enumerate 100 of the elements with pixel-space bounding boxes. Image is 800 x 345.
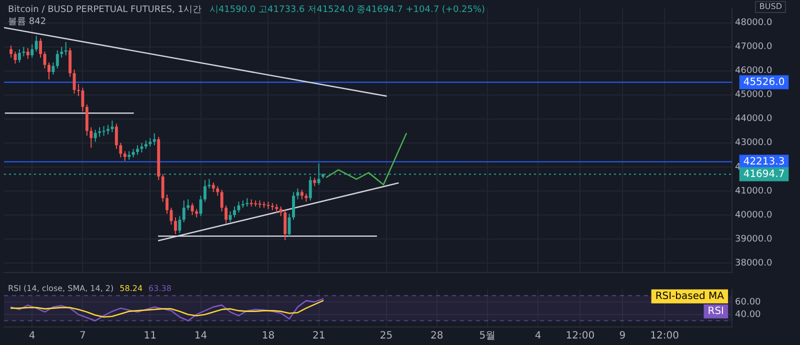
candlestick [148,138,152,147]
candlestick [288,214,291,237]
candlestick [90,127,93,148]
y-tick-label: 40000.0 [735,210,772,220]
candlestick [258,200,262,208]
annotation: 63.38 [148,284,172,293]
candlestick [284,210,287,240]
x-tick-label: 4 [534,330,542,342]
candlestick [52,62,55,74]
candlestick [279,206,282,216]
candlestick [22,46,26,56]
y-tick-label: 44000.0 [735,114,772,124]
x-tick-label: 9 [619,330,626,342]
annotation: 58.24 [120,284,143,293]
candlestick [34,36,38,52]
candlestick [250,199,253,207]
text: RSI [708,306,724,317]
candlestick [246,198,249,207]
candlestick [313,178,316,186]
x-tick-label: 4 [28,330,36,342]
ref-line-label: 45526.0 [743,76,785,88]
candlestick [212,182,215,192]
y-tick-label: 46000.0 [735,66,772,76]
candlestick [94,130,97,142]
y-tick-label: 60.00 [735,297,762,308]
candlestick [262,202,266,208]
candlestick [128,151,131,160]
y-tick-label: 43000.0 [735,138,772,148]
candlestick [266,202,270,209]
x-tick-label: 12:00 [650,330,679,342]
candlestick [64,42,68,56]
ref-line-label: 41694.7 [743,168,785,180]
candlestick [30,44,34,58]
y-axis-title: BUSD [755,1,786,13]
annotation: 볼륨 842 [8,16,48,28]
x-tick-label: 11 [144,330,157,342]
candlestick [26,48,30,59]
x-tick-label: 14 [194,330,208,342]
candlestick [237,202,240,213]
y-tick-label: 41000.0 [735,186,772,196]
candlestick [161,174,164,202]
candlestick [300,190,304,200]
candlestick [18,49,21,62]
chart-title: RSI (14, close, SMA, 14, 2) [8,284,114,293]
candlestick [224,205,228,224]
x-tick-label: 7 [80,330,86,342]
candlestick [56,50,59,68]
y-tick-label: 48000.0 [735,18,772,28]
x-tick-label: 21 [312,330,326,342]
candlestick [208,178,211,189]
x-tick-label: 18 [262,330,275,342]
candlestick [157,136,160,180]
candlestick [81,88,84,112]
candlestick [275,204,278,213]
y-tick-label: 38000.0 [735,258,772,268]
chart-subtitle: 시41590.0 고41733.6 저41524.0 종41694.7 +104.7 (+0.25%) [209,5,486,15]
y-tick-label: 40.00 [735,310,762,320]
candlestick [254,200,258,207]
y-tick-label: 39000.0 [735,234,772,244]
candlestick [106,124,110,134]
candlestick [110,120,114,132]
candlestick [48,62,50,80]
candlestick [60,46,64,58]
candlestick [233,206,236,218]
x-tick-label: 25 [380,330,393,342]
candlestick [270,202,274,210]
candlestick [204,180,206,202]
chart-title: Bitcoin / BUSD PERPETUAL FUTURES, 1시간 [8,5,202,15]
candlestick [292,192,295,220]
y-tick-label: 45000.0 [735,90,772,100]
candlestick [10,46,13,58]
candlestick [39,38,42,58]
y-tick-label: 47000.0 [735,42,772,52]
candlestick [178,216,182,233]
candlestick [152,133,156,146]
candlestick [85,104,88,136]
candlestick [241,200,244,208]
candlestick [195,208,198,218]
x-tick-label: 5월 [479,330,496,342]
candlestick [166,194,169,214]
candlestick [136,145,139,155]
candlestick [186,199,190,210]
candlestick [220,190,224,212]
candlestick [102,126,106,136]
text: RSI-based MA [655,290,724,302]
candlestick [123,151,126,161]
candlestick [304,193,308,202]
candlestick [98,127,102,137]
candlestick [296,188,300,200]
x-tick-label: 12:00 [566,330,595,342]
candlestick [216,186,220,196]
candlestick [144,140,148,149]
ref-line-label: 42213.3 [743,156,785,168]
candlestick [132,148,135,158]
x-tick-label: 28 [430,330,444,342]
candlestick [114,124,118,149]
candlestick [190,202,194,215]
candlestick [119,142,122,158]
candlestick [68,48,72,77]
candlestick [140,142,144,153]
